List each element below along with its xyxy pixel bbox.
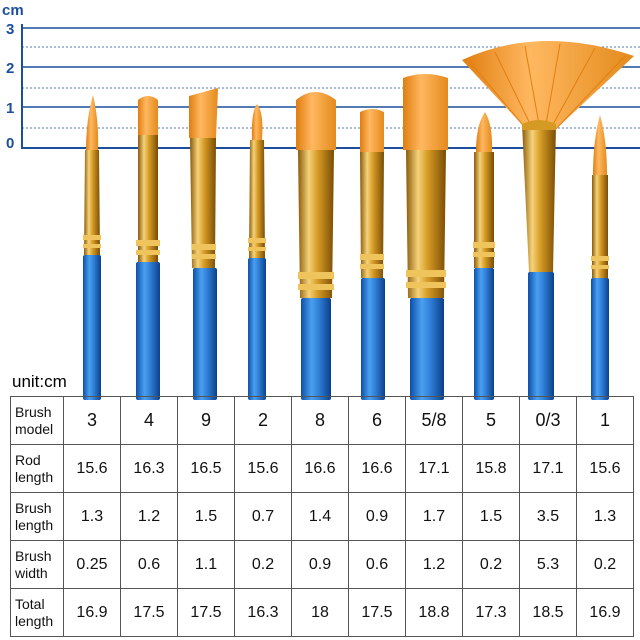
table-cell: 0.6	[120, 540, 178, 589]
table-row-model: Brush model 3 4 9 2 8 6 5/8 5 0/3 1	[10, 396, 634, 445]
unit-label: unit:cm	[12, 372, 67, 391]
table-cell: 5/8	[405, 396, 463, 445]
table-cell: 1.2	[120, 492, 178, 541]
table-cell: 0.9	[348, 492, 406, 541]
table-cell: 17.1	[405, 444, 463, 493]
row-header-brush-length: Brush length	[10, 492, 64, 541]
brush-9	[189, 88, 218, 400]
table-cell: 2	[234, 396, 292, 445]
table-cell: 15.6	[576, 444, 634, 493]
table-cell: 17.5	[177, 588, 235, 637]
table-cell: 5	[462, 396, 520, 445]
brush-5-8	[403, 74, 448, 400]
table-cell: 16.6	[348, 444, 406, 493]
table-cell: 0.6	[348, 540, 406, 589]
table-cell: 0.2	[462, 540, 520, 589]
table-cell: 16.3	[120, 444, 178, 493]
table-cell: 1.5	[177, 492, 235, 541]
table-cell: 3	[63, 396, 121, 445]
row-header-total-length: Total length	[10, 588, 64, 637]
table-cell: 1.4	[291, 492, 349, 541]
table-cell: 16.5	[177, 444, 235, 493]
table-cell: 0.7	[234, 492, 292, 541]
brush-8	[296, 92, 336, 400]
brush-1	[591, 115, 609, 400]
table-cell: 16.9	[63, 588, 121, 637]
brush-3	[83, 95, 101, 400]
table-cell: 8	[291, 396, 349, 445]
table-cell: 0.9	[291, 540, 349, 589]
table-cell: 16.6	[291, 444, 349, 493]
table-cell: 1.3	[63, 492, 121, 541]
table-cell: 18.5	[519, 588, 577, 637]
table-cell: 1.7	[405, 492, 463, 541]
row-header-brush-width: Brush width	[10, 540, 64, 589]
table-row-brush-length: Brush length 1.3 1.2 1.5 0.7 1.4 0.9 1.7 1.5 3.5 1…	[10, 492, 634, 541]
table-row-rod-length: Rod length 15.6 16.3 16.5 15.6 16.6 16.6 17.1 15…	[10, 444, 634, 493]
table-cell: 16.9	[576, 588, 634, 637]
table-cell: 0.2	[234, 540, 292, 589]
table-cell: 6	[348, 396, 406, 445]
table-row-total-length: Total length 16.9 17.5 17.5 16.3 18 17.5 18.8 17…	[10, 588, 634, 637]
table-cell: 1.5	[462, 492, 520, 541]
ruler-label-0: 0	[6, 135, 15, 152]
ruler-label-2: 2	[6, 60, 15, 77]
table-cell: 1.3	[576, 492, 634, 541]
brush-2	[248, 104, 266, 400]
table-cell: 17.1	[519, 444, 577, 493]
table-cell: 1.1	[177, 540, 235, 589]
table-cell: 16.3	[234, 588, 292, 637]
table-cell: 17.5	[348, 588, 406, 637]
table-cell: 18	[291, 588, 349, 637]
table-cell: 0.2	[576, 540, 634, 589]
brush-5	[473, 112, 495, 400]
table-cell: 15.8	[462, 444, 520, 493]
table-row-brush-width: Brush width 0.25 0.6 1.1 0.2 0.9 0.6 1.2 0.2 5.3 0…	[10, 540, 634, 589]
table-cell: 1	[576, 396, 634, 445]
brush-spec-table: Brush model 3 4 9 2 8 6 5/8 5 0/3 1 Rod length 15.6 1…	[10, 396, 634, 637]
table-cell: 0.25	[63, 540, 121, 589]
table-cell: 0/3	[519, 396, 577, 445]
table-cell: 18.8	[405, 588, 463, 637]
brush-0-3	[462, 40, 634, 400]
table-cell: 4	[120, 396, 178, 445]
table-cell: 3.5	[519, 492, 577, 541]
brush-illustration	[21, 24, 640, 400]
table-cell: 15.6	[63, 444, 121, 493]
row-header-rod-length: Rod length	[10, 444, 64, 493]
brush-6	[360, 109, 385, 400]
brush-4	[136, 96, 160, 400]
table-cell: 5.3	[519, 540, 577, 589]
ruler-label-3: 3	[6, 21, 15, 38]
ruler-unit-label: cm	[2, 2, 24, 19]
table-cell: 1.2	[405, 540, 463, 589]
table-cell: 9	[177, 396, 235, 445]
table-cell: 17.3	[462, 588, 520, 637]
ruler-label-1: 1	[6, 100, 15, 117]
table-cell: 17.5	[120, 588, 178, 637]
row-header-model: Brush model	[10, 396, 64, 445]
table-cell: 15.6	[234, 444, 292, 493]
